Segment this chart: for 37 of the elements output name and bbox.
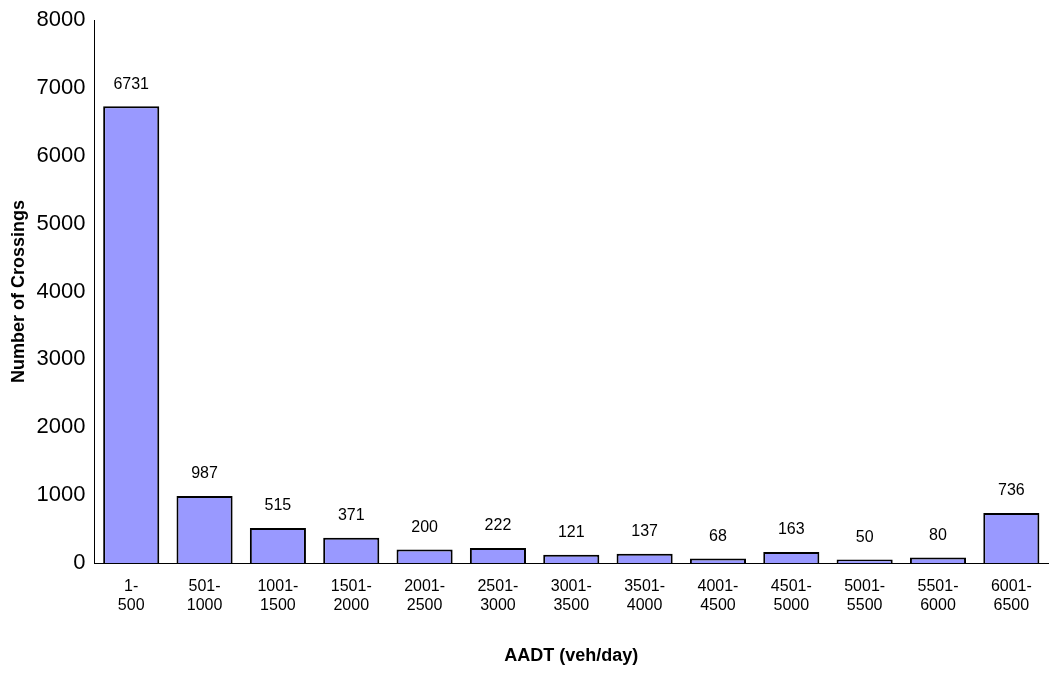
x-axis-title: AADT (veh/day) [504,645,639,666]
data-label: 80 [929,525,947,543]
y-axis-title: Number of Crossings [7,199,28,384]
x-tick-label: 5001-5500 [844,577,886,614]
data-label: 222 [484,516,512,534]
x-tick-label: 1-500 [117,577,145,614]
x-tick-label: 3501-4000 [624,577,666,614]
x-tick-label: 1001-1500 [257,577,299,614]
y-tick-label: 6000 [36,141,86,167]
x-tick-label: 5501-6000 [917,577,959,614]
data-label: 163 [777,520,805,538]
data-label: 121 [557,523,585,541]
data-label: 200 [411,517,439,535]
data-label: 137 [631,522,659,540]
x-tick-label: 6001-6500 [990,577,1032,614]
data-label: 68 [709,526,727,544]
y-tick-label: 7000 [36,73,86,99]
x-tick-label: 4501-5000 [770,577,812,614]
y-tick-label: 1000 [36,481,86,507]
y-tick-label: 3000 [36,345,86,371]
x-tick-label: 2001-2500 [404,577,446,614]
data-label: 50 [855,528,874,546]
data-label: 515 [264,496,292,514]
x-tick-label: 1501-2000 [330,577,372,614]
x-tick-label: 4001-4500 [697,577,739,614]
y-tick-label: 8000 [36,6,86,32]
y-tick-label: 4000 [36,277,86,303]
x-tick-label: 501-1000 [186,577,223,614]
y-tick-label: 2000 [36,413,86,439]
y-tick-label: 0 [73,549,86,575]
data-label: 6731 [113,74,150,92]
x-tick-label: 3001-3500 [550,577,592,614]
data-label: 987 [191,464,218,482]
x-tick-label: 2501-3000 [477,577,519,614]
y-tick-label: 5000 [36,209,86,235]
data-label: 371 [337,506,365,524]
data-label: 736 [997,481,1025,499]
